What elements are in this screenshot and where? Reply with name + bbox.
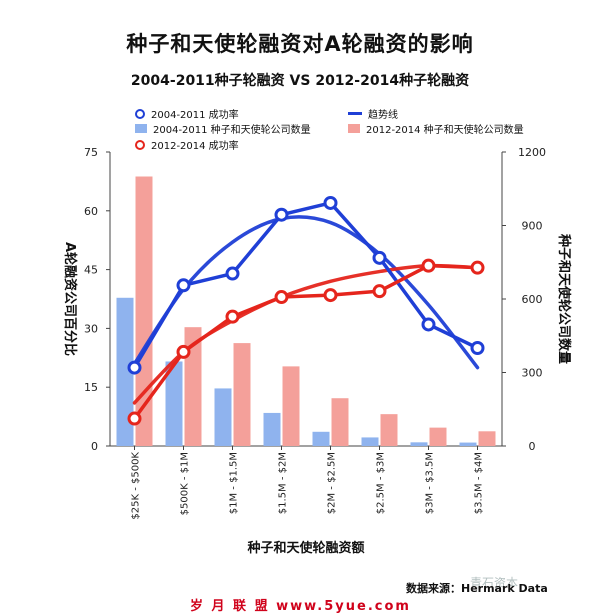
rate-point-2012-2014 — [323, 288, 338, 303]
y-right-tick-label: 0 — [529, 440, 536, 453]
trend-line-icon — [348, 112, 362, 115]
legend-label: 2004-2011 种子和天使轮公司数量 — [153, 125, 311, 136]
red-ring-icon — [135, 139, 145, 150]
x-tick-label: $2M - $2.5M — [327, 452, 338, 514]
bar-2012-2014 — [282, 366, 300, 446]
legend-item-red-bar: 2012-2014 种子和天使轮公司数量 — [348, 121, 524, 136]
rate-point-2012-2014 — [470, 260, 485, 275]
blue-bar-icon — [135, 124, 147, 133]
y-axis-right-title: 种子和天使轮公司数量 — [556, 233, 572, 364]
y-right-tick-label: 1200 — [518, 146, 546, 159]
red-bar-icon — [348, 124, 360, 133]
bar-2004-2011 — [361, 437, 379, 446]
rate-point-2012-2014 — [127, 411, 142, 426]
rate-point-2004-2011 — [274, 207, 289, 222]
y-left-tick-label: 75 — [84, 146, 98, 159]
bar-2012-2014 — [233, 343, 251, 446]
chart-title: 种子和天使轮融资对A轮融资的影响 — [126, 32, 474, 56]
y-left-tick-label: 45 — [84, 264, 98, 277]
bar-2012-2014 — [135, 176, 153, 446]
rate-point-2004-2011 — [323, 195, 338, 210]
rate-point-2012-2014 — [225, 309, 240, 324]
rate-point-2004-2011 — [372, 250, 387, 265]
y-axis-left-title: A轮融资公司百分比 — [62, 242, 78, 356]
y-right-tick-label: 900 — [522, 220, 543, 233]
bar-2012-2014 — [331, 398, 349, 446]
y-right-tick-label: 600 — [522, 293, 543, 306]
x-tick-label: $500K - $1M — [180, 452, 191, 515]
rate-point-2004-2011 — [176, 278, 191, 293]
legend-item-red-line: 2012-2014 成功率 — [135, 137, 239, 152]
bar-2004-2011 — [459, 442, 477, 446]
bar-2004-2011 — [410, 442, 428, 446]
legend-label: 趋势线 — [368, 110, 398, 121]
legend-item-blue-bar: 2004-2011 种子和天使轮公司数量 — [135, 121, 311, 136]
y-left-tick-label: 60 — [84, 205, 98, 218]
bar-2012-2014 — [184, 327, 202, 446]
y-left-tick-label: 0 — [91, 440, 98, 453]
blue-ring-icon — [135, 108, 145, 119]
legend-item-blue-line: 2004-2011 成功率 — [135, 106, 239, 121]
source-note: 数据来源：Hermark Data — [406, 582, 548, 595]
bar-2004-2011 — [312, 431, 330, 446]
bar-2012-2014 — [478, 431, 496, 446]
bar-2004-2011 — [116, 297, 134, 446]
x-tick-label: $2.5M - $3M — [376, 452, 387, 514]
x-tick-label: $1.5M - $2M — [278, 452, 289, 514]
y-left-tick-label: 15 — [84, 381, 98, 394]
rate-point-2012-2014 — [372, 284, 387, 299]
x-tick-label: $25K - $500K — [131, 452, 142, 520]
rate-line-2012-2014 — [133, 263, 478, 420]
bar-2012-2014 — [380, 414, 398, 446]
rate-point-2004-2011 — [470, 341, 485, 355]
bar-2004-2011 — [263, 412, 281, 446]
x-tick-label: $3M - $3.5M — [425, 452, 436, 514]
x-tick-label: $1M - $1.5M — [229, 452, 240, 514]
x-tick-label: $3.5M - $4M — [474, 452, 485, 514]
legend-label: 2012-2014 成功率 — [151, 141, 239, 152]
footer-site: 岁 月 联 盟 www.5yue.com — [190, 599, 411, 614]
rate-point-2004-2011 — [127, 360, 142, 375]
legend-label: 2012-2014 种子和天使轮公司数量 — [366, 125, 524, 136]
bar-2004-2011 — [165, 361, 183, 446]
legend: 2004-2011 成功率 2004-2011 种子和天使轮公司数量 2012-… — [120, 106, 540, 156]
rate-point-2012-2014 — [176, 344, 191, 359]
rate-line-2004-2011 — [132, 201, 479, 369]
y-right-tick-label: 300 — [522, 367, 543, 380]
chart-subtitle: 2004-2011种子轮融资 VS 2012-2014种子轮融资 — [130, 73, 470, 89]
legend-label: 2004-2011 成功率 — [151, 110, 239, 121]
y-left-tick-label: 30 — [84, 322, 98, 335]
rate-point-2004-2011 — [225, 266, 240, 281]
bar-2012-2014 — [429, 427, 447, 446]
x-axis-title: 种子和天使轮融资额 — [246, 540, 364, 556]
legend-item-trend: 趋势线 — [348, 106, 398, 121]
rate-point-2012-2014 — [421, 258, 436, 273]
watermark: 青石资本 — [470, 576, 519, 590]
rate-point-2012-2014 — [274, 290, 289, 305]
rate-point-2004-2011 — [421, 317, 436, 332]
bar-2004-2011 — [214, 388, 232, 446]
